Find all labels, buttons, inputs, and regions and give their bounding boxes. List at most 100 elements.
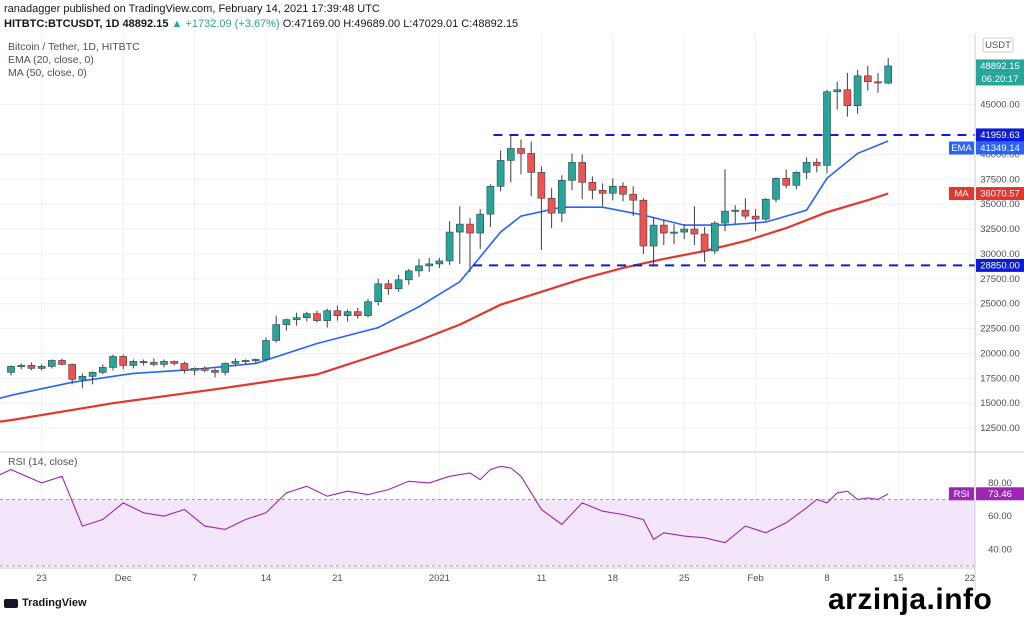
rsi-axis[interactable]: 80.00 60.00 40.00 [988, 478, 1012, 555]
candle [741, 198, 750, 220]
candle [129, 359, 138, 369]
bullish-candle-body [292, 317, 301, 320]
candle [99, 364, 107, 375]
bearish-candle-body [639, 199, 648, 247]
bearish-candle-body [629, 193, 638, 201]
legend-rsi: RSI (14, close) [8, 456, 77, 468]
candle [27, 362, 36, 371]
bullish-candle-body [853, 75, 862, 106]
bearish-candle-body [659, 224, 668, 234]
candle [547, 188, 556, 229]
time-tick-label: 23 [36, 573, 47, 584]
price-axis[interactable]: 12500.00 15000.00 17500.00 20000.00 22500.00… [980, 100, 1020, 434]
bullish-candle-body [394, 279, 403, 290]
candle [455, 206, 464, 264]
time-tick-label: Dec [115, 573, 132, 584]
bearish-candle-body [466, 223, 474, 234]
rsi-band [0, 499, 975, 567]
candle [823, 89, 831, 174]
price-tick-label: 20000.00 [980, 348, 1020, 359]
rsi-line [0, 465, 889, 544]
legend-ema: EMA (20, close, 0) [8, 54, 94, 66]
symbol-label: HITBTC:BTCUSDT, 1D 48892.15 [4, 18, 169, 30]
tradingview-label: TradingView [22, 597, 87, 609]
ohlc-values: O:47169.00 H:49689.00 L:47029.01 C:48892… [282, 18, 519, 30]
candle [527, 141, 536, 197]
candle [17, 363, 26, 370]
candle [833, 81, 842, 110]
candle [710, 221, 719, 254]
bullish-candle-body [88, 372, 97, 377]
countdown-badge-label: 06:20:17 [982, 74, 1019, 85]
time-tick-label: 18 [608, 573, 619, 584]
rsi-line-group [0, 465, 889, 544]
candle [802, 157, 811, 180]
symbol-line: HITBTC:BTCUSDT, 1D 48892.15 ▲ +1732.09 (… [4, 17, 518, 32]
bullish-candle-body [415, 265, 423, 272]
candle [578, 154, 587, 200]
bullish-candle-body [772, 178, 780, 200]
bullish-candle-body [455, 223, 464, 233]
candle [211, 368, 219, 378]
candle [476, 209, 485, 249]
legend-title: Bitcoin / Tether, 1D, HITBTC [8, 41, 140, 53]
candle [680, 224, 689, 240]
bullish-candle-body [486, 185, 495, 215]
candle [262, 337, 270, 362]
bullish-candle-body [262, 340, 270, 360]
currency-label: USDT [985, 40, 1011, 51]
ema-tag-label: EMA [951, 143, 972, 154]
bullish-candle-body [608, 185, 617, 194]
bullish-candle-body [731, 209, 740, 212]
bullish-candle-body [78, 376, 87, 380]
candle [588, 176, 597, 200]
candle [721, 169, 729, 232]
main-pane [0, 34, 975, 449]
candle [109, 354, 117, 371]
candle [608, 178, 617, 201]
price-tick-label: 12500.00 [980, 423, 1020, 434]
candle [394, 274, 403, 292]
candle [282, 318, 291, 331]
bearish-candle-body [547, 197, 556, 214]
candle [221, 362, 229, 376]
bearish-candle-body [201, 368, 209, 371]
candle [863, 65, 872, 91]
bearish-candle-body [751, 215, 760, 220]
chart-header: ranadagger published on TradingView.com,… [0, 0, 1024, 34]
candle [272, 315, 281, 343]
currency-button[interactable]: USDT [982, 37, 1014, 53]
price-tick-label: 30000.00 [980, 249, 1020, 260]
price-tick-label: 32500.00 [980, 224, 1020, 235]
bullish-candle-body [496, 160, 505, 187]
candle [292, 312, 301, 326]
price-tick-label: 27500.00 [980, 274, 1020, 285]
bearish-candle-body [119, 356, 127, 366]
bearish-candle-body [874, 81, 882, 84]
candle [47, 359, 56, 369]
price-tick-label: 25000.00 [980, 299, 1020, 310]
bearish-candle-body [537, 172, 546, 199]
rsi-tag-label: RSI [954, 489, 970, 500]
candle [201, 366, 209, 373]
rsi-tick-label: 60.00 [988, 511, 1012, 522]
candle [68, 363, 76, 385]
watermark: arzinja.info [828, 583, 993, 616]
candle [37, 364, 46, 371]
bullish-candle-body [272, 324, 281, 341]
bullish-candle-body [557, 180, 566, 214]
rsi-tick-label: 40.00 [988, 544, 1012, 555]
bullish-candle-body [160, 361, 168, 365]
bullish-candle-body [833, 89, 842, 93]
candle [619, 182, 627, 202]
candle [466, 218, 474, 272]
candle [649, 217, 658, 266]
candle [639, 198, 648, 254]
candle [88, 371, 97, 385]
ema-badge [976, 141, 1024, 155]
candle [751, 209, 760, 232]
bearish-candle-body [150, 362, 158, 365]
bullish-candle-body [99, 367, 107, 373]
time-axis[interactable]: 23 Dec 7 14 21 2021 11 18 25 Feb 8 15 22 [36, 573, 975, 584]
